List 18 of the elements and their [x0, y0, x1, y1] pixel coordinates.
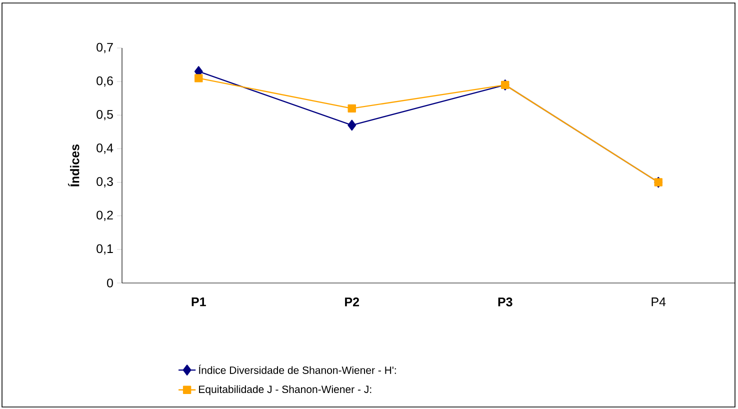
y-tick-label: 0,2	[96, 210, 113, 222]
legend-label: Equitabilidade J - Shanon-Wiener - J:	[199, 385, 372, 396]
y-tick-label: 0,1	[96, 244, 113, 255]
point	[194, 74, 203, 82]
y-axis-title: Índices	[68, 144, 80, 186]
x-tick-label: P1	[192, 298, 206, 306]
y-tick-label: 0,3	[96, 177, 113, 188]
y-tick-label: 0,5	[96, 110, 113, 120]
y-tick-label: 0,6	[96, 76, 113, 87]
point	[348, 104, 356, 113]
legend-label: Índice Diversidade de Shanon-Wiener - H':	[198, 364, 396, 374]
point	[348, 120, 356, 131]
x-tick-label: P2	[345, 298, 360, 306]
y-tick-label: 0,4	[96, 144, 114, 154]
x-tick-label: P4	[652, 298, 666, 306]
x-tick-label: P3	[498, 298, 512, 306]
y-tick-label: 0,7	[96, 42, 113, 54]
y-tick-label: 0	[107, 278, 113, 288]
